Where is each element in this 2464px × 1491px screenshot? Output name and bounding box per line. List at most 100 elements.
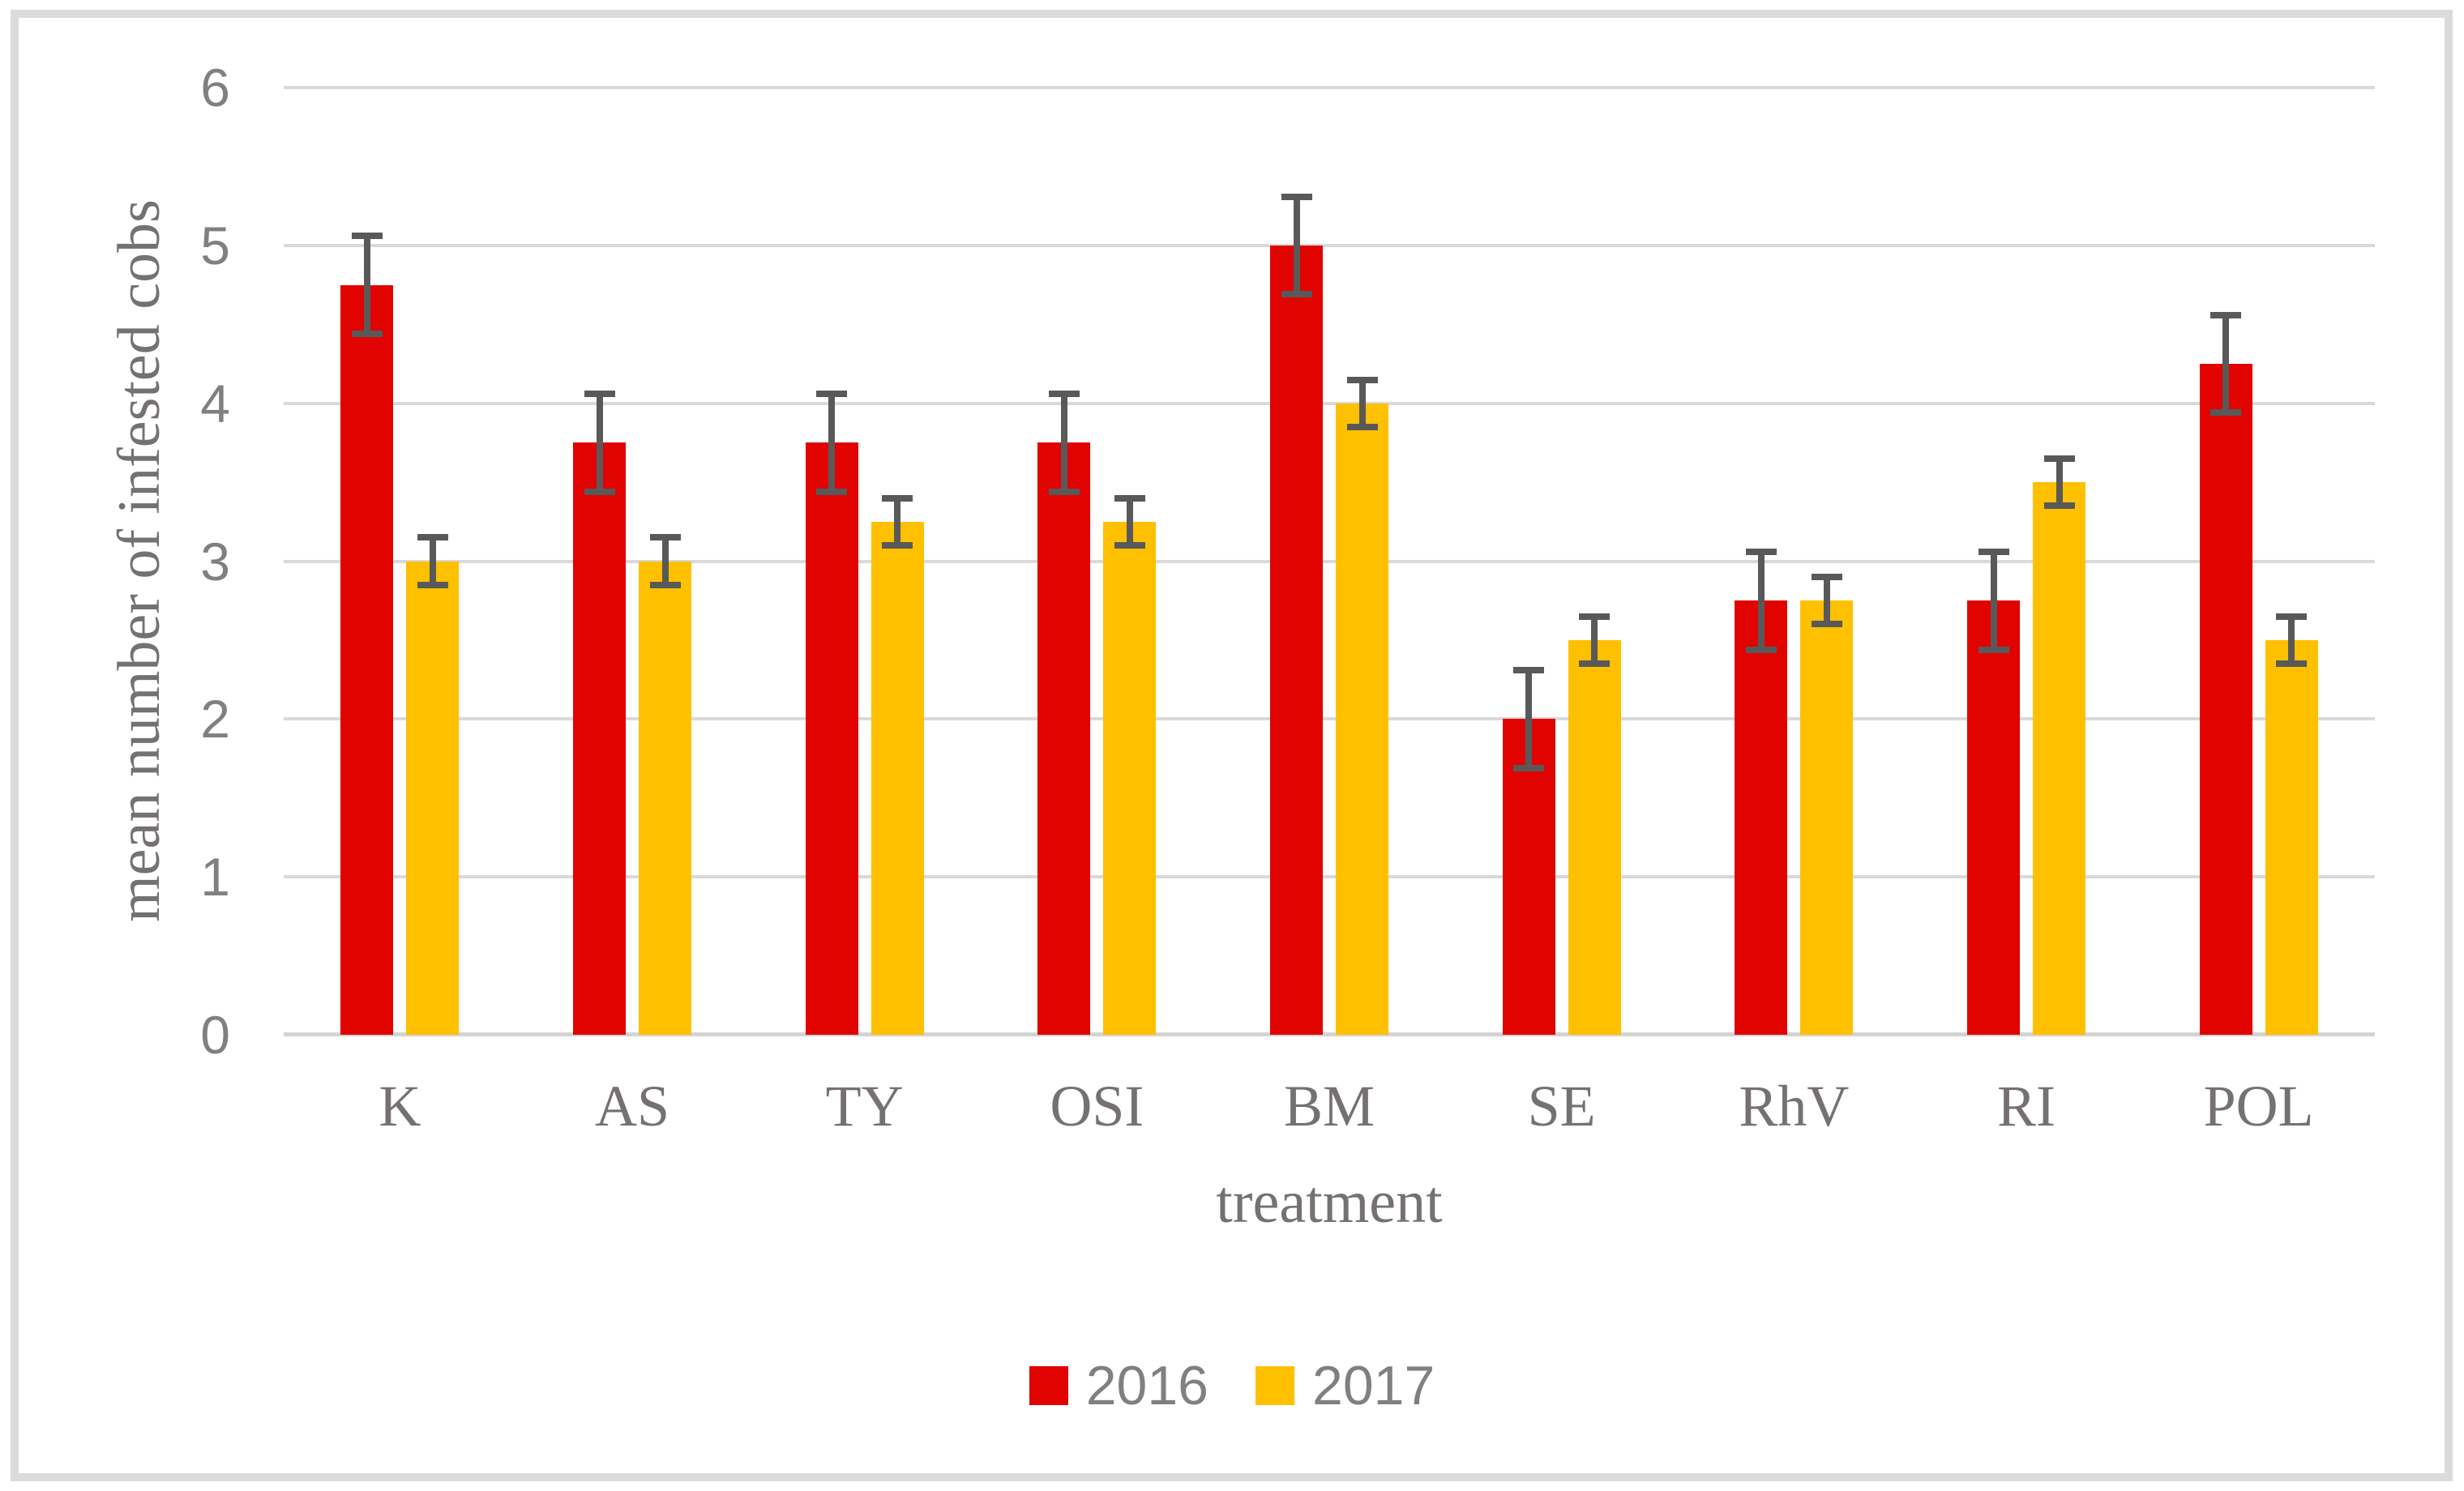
legend: 2016 2017 (0, 1352, 2464, 1420)
error-bar-cap-bottom (1114, 541, 1145, 549)
y-tick-label-0: 0 (200, 1005, 230, 1065)
error-bar-cap-top (1978, 548, 2009, 555)
error-bar-cap-top (816, 391, 848, 398)
error-bar-2016-RhV (1745, 548, 1777, 653)
error-bar-2017-TY (882, 494, 913, 549)
x-category-label-RI: RI (1997, 1074, 2055, 1139)
x-category-label-BM: BM (1283, 1074, 1375, 1139)
error-bar-line (1293, 193, 1300, 298)
error-bar-2017-RI (2043, 455, 2075, 510)
error-bar-cap-top (1579, 613, 1611, 620)
bar-2017-BM (1336, 403, 1388, 1035)
bar-2016-K (340, 284, 394, 1035)
error-bar-2017-AS (649, 534, 681, 588)
error-bar-2016-TY (816, 391, 848, 495)
error-bar-cap-bottom (2276, 660, 2308, 668)
bar-2016-BM (1270, 245, 1323, 1035)
bar-2017-K (406, 561, 460, 1035)
error-bar-cap-top (1281, 193, 1312, 200)
error-bar-cap-top (417, 534, 448, 541)
error-bar-cap-bottom (584, 488, 615, 495)
legend-swatch-2016 (1029, 1366, 1068, 1405)
error-bar-line (2288, 613, 2295, 668)
bar-2017-TY (871, 521, 924, 1035)
error-bar-line (1990, 548, 1997, 653)
x-axis-line (284, 1032, 2375, 1036)
error-bar-cap-top (2276, 613, 2308, 620)
error-bar-2016-POL (2210, 311, 2242, 417)
gridline-3 (284, 559, 2375, 563)
error-bar-cap-top (1114, 494, 1145, 502)
y-axis-title: mean number of infested cobs (106, 199, 173, 922)
error-bar-2016-BM (1281, 193, 1312, 298)
error-bar-2017-SE (1579, 613, 1611, 668)
error-bar-cap-top (1513, 667, 1545, 674)
error-bar-line (894, 494, 901, 549)
gridline-6 (284, 86, 2375, 89)
bar-2017-AS (639, 561, 691, 1035)
error-bar-line (1823, 574, 1830, 628)
error-bar-2017-K (417, 534, 448, 588)
y-tick-label-3: 3 (200, 531, 230, 592)
gridline-5 (284, 243, 2375, 247)
legend-label-2017: 2017 (1312, 1355, 1435, 1416)
plot-area: 0 1 2 3 4 5 6 K AS TY OSI BM SE RhV RI POL (200, 61, 2375, 1135)
y-tick-label-6: 6 (200, 58, 230, 117)
error-bar-line (1126, 494, 1133, 549)
bar-2017-OSI (1103, 521, 1157, 1035)
error-bar-2017-OSI (1114, 494, 1145, 549)
legend-label-2016: 2016 (1085, 1355, 1208, 1416)
y-tick-label-4: 4 (200, 373, 230, 434)
bar-2016-TY (805, 442, 858, 1035)
error-bar-cap-top (882, 494, 913, 502)
x-category-label-AS: AS (594, 1074, 670, 1139)
error-bar-2016-RI (1978, 548, 2009, 653)
bar-2016-RI (1967, 600, 2020, 1035)
bar-2017-RhV (1800, 600, 1854, 1035)
error-bar-cap-bottom (1579, 660, 1611, 668)
error-bar-cap-bottom (1281, 291, 1312, 298)
error-bar-cap-top (351, 233, 383, 240)
error-bar-cap-bottom (1048, 488, 1080, 495)
error-bar-cap-top (1048, 391, 1080, 398)
error-bar-cap-bottom (649, 581, 681, 588)
error-bar-line (1060, 391, 1067, 495)
x-axis-title: treatment (1216, 1169, 1443, 1236)
gridline-4 (284, 401, 2375, 405)
error-bar-cap-top (1346, 376, 1378, 383)
x-category-label-RhV: RhV (1739, 1074, 1850, 1139)
error-bar-line (1757, 548, 1765, 653)
error-bar-2017-RhV (1811, 574, 1842, 628)
error-bar-2016-AS (584, 391, 615, 495)
error-bar-cap-bottom (1978, 646, 2009, 653)
bar-2016-AS (573, 442, 626, 1035)
x-category-label-K: K (379, 1074, 421, 1139)
error-bar-cap-bottom (882, 541, 913, 549)
error-bar-2017-POL (2276, 613, 2308, 668)
legend-item-2016: 2016 (1029, 1358, 1208, 1413)
gridline-2 (284, 717, 2375, 721)
error-bar-line (596, 391, 603, 495)
x-category-label-TY: TY (825, 1074, 904, 1139)
error-bar-2016-K (351, 233, 383, 337)
error-bar-line (363, 233, 370, 337)
bar-2017-RI (2033, 482, 2085, 1035)
error-bar-cap-bottom (417, 581, 448, 588)
error-bar-2016-OSI (1048, 391, 1080, 495)
error-bar-cap-top (1811, 574, 1842, 581)
x-category-label-SE: SE (1527, 1074, 1596, 1139)
gridline-1 (284, 875, 2375, 879)
y-tick-label-1: 1 (200, 847, 230, 908)
bar-2016-POL (2199, 363, 2252, 1035)
x-category-label-OSI: OSI (1050, 1074, 1144, 1139)
error-bar-cap-bottom (351, 330, 383, 337)
error-bar-cap-top (2210, 311, 2242, 318)
bar-2017-POL (2265, 639, 2318, 1035)
error-bar-2017-BM (1346, 376, 1378, 430)
error-bar-cap-top (584, 391, 615, 398)
error-bar-2016-SE (1513, 667, 1545, 771)
bar-2016-SE (1502, 719, 1555, 1035)
error-bar-line (1358, 376, 1366, 430)
legend-swatch-2017 (1256, 1366, 1294, 1405)
error-bar-cap-bottom (1811, 621, 1842, 628)
